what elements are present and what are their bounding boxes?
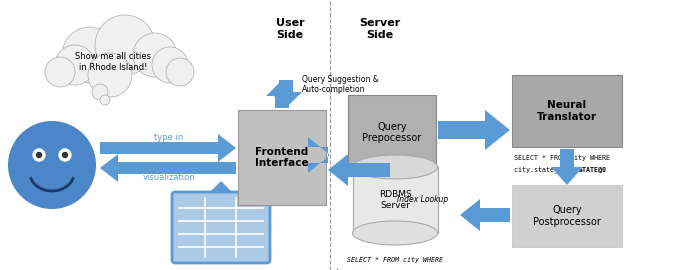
Circle shape [133, 33, 177, 77]
Circle shape [8, 121, 96, 209]
Polygon shape [308, 137, 330, 173]
FancyBboxPatch shape [512, 185, 622, 247]
Text: SELECT * FROM city WHERE: SELECT * FROM city WHERE [347, 257, 443, 263]
Text: Frontend
Interface: Frontend Interface [255, 147, 309, 168]
Text: type in: type in [154, 133, 184, 143]
Circle shape [62, 153, 68, 157]
Polygon shape [551, 149, 583, 185]
FancyBboxPatch shape [512, 75, 622, 147]
Text: Neural
Translator: Neural Translator [537, 100, 597, 122]
Polygon shape [266, 80, 298, 108]
Text: SELECT * FROM city WHERE: SELECT * FROM city WHERE [514, 155, 610, 161]
FancyBboxPatch shape [238, 110, 326, 205]
Text: RDBMS
Server: RDBMS Server [379, 190, 412, 210]
FancyBboxPatch shape [172, 192, 270, 263]
Polygon shape [460, 199, 510, 231]
Text: STATE@0: STATE@0 [579, 166, 607, 172]
Circle shape [59, 149, 71, 161]
Text: Query Suggestion &
Auto-completion: Query Suggestion & Auto-completion [302, 75, 379, 94]
Circle shape [45, 57, 75, 87]
Polygon shape [270, 80, 302, 108]
Text: city.state_name = "Rhode Island": city.state_name = "Rhode Island" [331, 269, 459, 270]
FancyBboxPatch shape [348, 95, 436, 170]
Circle shape [62, 27, 118, 83]
Circle shape [92, 84, 108, 100]
Text: Index Lookup: Index Lookup [397, 195, 448, 204]
Polygon shape [328, 154, 390, 186]
Text: Query
Postprocessor: Query Postprocessor [533, 205, 601, 227]
Ellipse shape [352, 221, 437, 245]
Circle shape [37, 153, 41, 157]
Polygon shape [100, 154, 236, 182]
Circle shape [95, 15, 155, 75]
Circle shape [166, 58, 194, 86]
Polygon shape [438, 110, 510, 150]
Text: Server
Side: Server Side [360, 18, 401, 40]
Circle shape [33, 149, 45, 161]
Polygon shape [211, 181, 231, 193]
Circle shape [55, 45, 95, 85]
Polygon shape [100, 134, 236, 162]
Text: User
Side: User Side [276, 18, 304, 40]
Circle shape [88, 53, 132, 97]
Text: Show me all cities
in Rhode Island!: Show me all cities in Rhode Island! [75, 52, 151, 72]
Text: Query
Prepocessor: Query Prepocessor [362, 122, 422, 143]
Text: city.state_name =: city.state_name = [514, 166, 586, 173]
FancyBboxPatch shape [352, 167, 437, 233]
Circle shape [152, 47, 188, 83]
Ellipse shape [352, 155, 437, 179]
Text: visualization: visualization [143, 173, 195, 181]
Circle shape [100, 95, 110, 105]
